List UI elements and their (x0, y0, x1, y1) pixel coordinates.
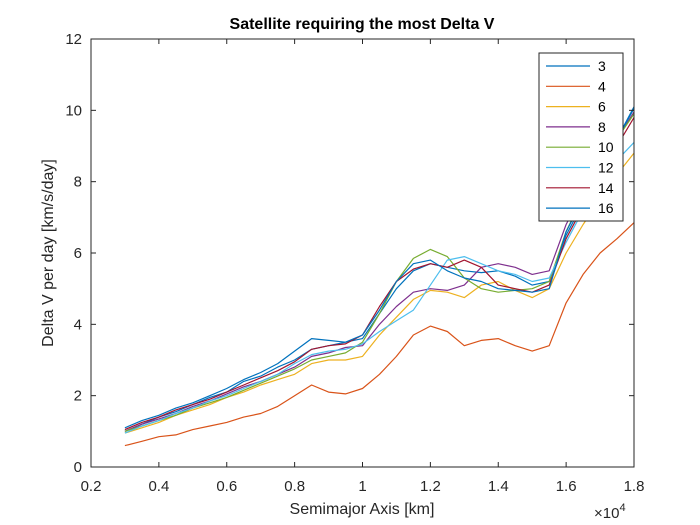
y-tick-label: 6 (74, 245, 82, 262)
y-tick-label: 0 (74, 459, 82, 476)
series-line-10 (124, 113, 635, 432)
chart-title: Satellite requiring the most Delta V (230, 16, 495, 33)
legend-label-16: 16 (598, 200, 614, 216)
x-tick-label: 0.6 (216, 478, 237, 495)
series-line-14 (124, 117, 635, 431)
y-tick-label: 12 (65, 31, 82, 48)
legend-box (538, 52, 624, 222)
legend-label-12: 12 (598, 160, 614, 176)
x-axis-label: Semimajor Axis [km] (290, 501, 435, 518)
y-axis-ticks: 0 2 4 6 8 10 12 (65, 31, 634, 476)
legend-label-8: 8 (598, 119, 606, 135)
y-tick-label: 4 (74, 316, 82, 333)
series-layer (124, 106, 635, 447)
x-tick-label: 1.4 (488, 478, 509, 495)
legend-label-10: 10 (598, 139, 614, 155)
y-axis-label: Delta V per day [km/s/day] (40, 159, 57, 347)
x-tick-label: 0.2 (81, 478, 102, 495)
y-tick-label: 8 (74, 174, 82, 191)
x-tick-label: 0.4 (148, 478, 169, 495)
x-tick-label: 1.8 (624, 478, 645, 495)
x-axis-ticks: 0.2 0.4 0.6 0.8 1 1.2 1.4 1.6 1.8 (81, 39, 645, 495)
y-tick-label: 10 (65, 102, 82, 119)
y-tick-label: 2 (74, 388, 82, 405)
x-axis-multiplier-base: ×10 (594, 505, 619, 522)
x-axis-multiplier: ×104 (594, 502, 626, 522)
legend: 3 4 6 8 10 12 14 16 (538, 52, 624, 222)
x-tick-label: 1.6 (556, 478, 577, 495)
legend-label-3: 3 (598, 58, 606, 74)
legend-label-6: 6 (598, 99, 606, 115)
x-tick-label: 1.2 (420, 478, 441, 495)
series-line-12 (124, 141, 635, 434)
x-tick-label: 0.8 (284, 478, 305, 495)
series-line-4 (124, 222, 635, 447)
x-axis-multiplier-exponent: 4 (619, 502, 625, 514)
legend-label-4: 4 (598, 78, 606, 94)
series-line-16 (124, 108, 635, 429)
legend-label-14: 14 (598, 180, 614, 196)
x-tick-label: 1 (358, 478, 366, 495)
